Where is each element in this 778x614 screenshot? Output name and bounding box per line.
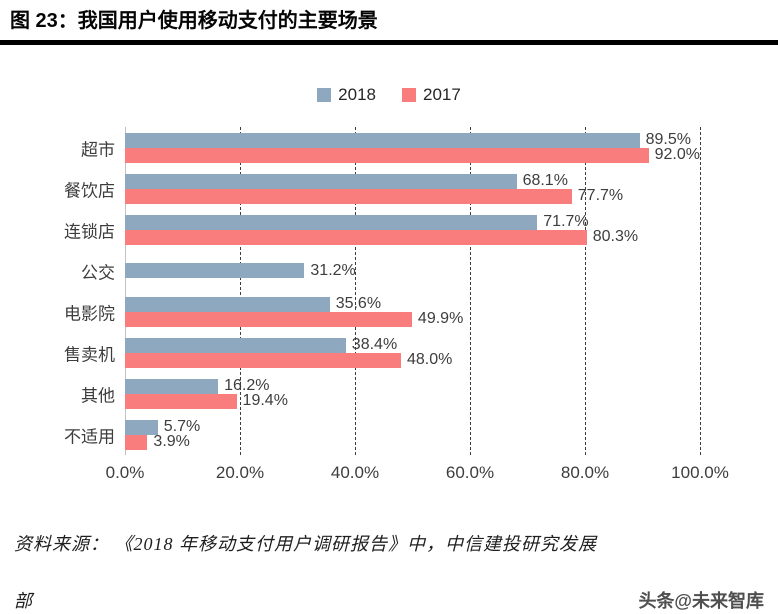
bar-value-label: 80.3%: [592, 228, 639, 245]
chart-row: 其他 16.2% 19.4%: [81, 373, 700, 414]
bar-2017: [125, 393, 237, 409]
chart-row: 不适用 5.7% 3.9%: [64, 414, 700, 455]
bar-2017: [125, 147, 649, 163]
source-row-2: 部 头条@未来智库: [14, 587, 764, 614]
source-line-1: 资料来源： 《2018 年移动支付用户调研报告》中，中信建投研究发展: [14, 534, 597, 554]
bar-value-label: 19.4%: [242, 392, 288, 409]
bar-2018: [125, 173, 517, 189]
x-tick-label: 60.0%: [445, 463, 495, 482]
watermark: 头条@未来智库: [638, 591, 764, 611]
chart-row: 售卖机 38.4% 48.0%: [64, 332, 700, 373]
bar-line: 38.4%: [125, 336, 700, 353]
category-label: 售卖机: [64, 345, 115, 364]
bar-value-label: 31.2%: [310, 261, 356, 279]
bar-line: 19.4%: [125, 392, 700, 409]
x-tick-label: 0.0%: [105, 463, 145, 482]
y-axis-line: [125, 127, 126, 455]
category-label: 餐饮店: [64, 181, 115, 200]
bar-value-label: 48.0%: [407, 351, 453, 368]
bar-line: 49.9%: [125, 310, 700, 327]
x-tick-label: 20.0%: [215, 463, 265, 482]
chart-row: 超市 89.5% 92.0%: [81, 127, 700, 168]
bar-value-label: 49.9%: [417, 310, 464, 327]
bar-line: 31.2%: [125, 261, 700, 279]
plot-area: 超市 89.5% 92.0% 餐饮店 68.1% 77.7% 连锁店 71.7% 80.3% 公交…: [64, 127, 701, 455]
figure-title: 图 23：我国用户使用移动支付的主要场景: [10, 10, 378, 32]
bar-2018: [125, 214, 538, 230]
category-label: 公交: [81, 263, 115, 282]
bar-value-label: 77.7%: [577, 187, 624, 204]
category-label: 电影院: [64, 304, 115, 323]
title-divider: [0, 40, 778, 45]
chart-row: 电影院 35.6% 49.9%: [64, 291, 700, 332]
legend-item-2017: 2017: [402, 85, 461, 105]
category-label: 不适用: [64, 427, 115, 446]
bar-value-label: 71.7%: [543, 213, 589, 230]
chart-legend: 2018 2017: [0, 85, 778, 105]
bar-line: 68.1%: [125, 172, 700, 189]
bar-2018: [125, 132, 640, 148]
gridline: [355, 127, 356, 455]
legend-item-2018: 2018: [317, 85, 376, 105]
bar-line: 92.0%: [125, 146, 700, 163]
gridline: [240, 127, 241, 455]
bar-line: 5.7%: [125, 418, 700, 435]
bar-value-label: 35.6%: [335, 295, 382, 312]
bar-chart: 超市 89.5% 92.0% 餐饮店 68.1% 77.7% 连锁店 71.7% 80.3% 公交…: [0, 127, 778, 487]
bar-line: 77.7%: [125, 187, 700, 204]
bar-2018: [125, 296, 330, 312]
bar-line: 35.6%: [125, 295, 700, 312]
legend-swatch: [317, 88, 332, 102]
bar-line: 16.2%: [125, 377, 700, 394]
bar-2017: [125, 434, 148, 450]
gridline: [585, 127, 586, 455]
legend-label: 2017: [423, 85, 461, 104]
bar-value-label: 5.7%: [163, 418, 201, 435]
bar-value-label: 38.4%: [351, 336, 398, 353]
figure-header: 图 23：我国用户使用移动支付的主要场景: [0, 0, 778, 45]
gridline: [700, 127, 701, 455]
bar-2017: [125, 188, 572, 204]
source-line-2: 部: [14, 591, 33, 611]
chart-rows: 超市 89.5% 92.0% 餐饮店 68.1% 77.7% 连锁店 71.7% 80.3% 公交…: [64, 127, 700, 455]
gridlines: [125, 127, 701, 455]
bar-2018: [125, 337, 346, 353]
bar-value-label: 89.5%: [645, 131, 691, 148]
bar-line: 80.3%: [125, 228, 700, 245]
chart-row: 餐饮店 68.1% 77.7%: [64, 168, 700, 209]
bar-line: 89.5%: [125, 131, 700, 148]
bar-value-label: 16.2%: [224, 377, 270, 394]
bar-value-label: 3.9%: [153, 433, 190, 450]
gridline: [470, 127, 471, 455]
chart-row: 连锁店 71.7% 80.3%: [64, 209, 700, 250]
bar-value-label: 92.0%: [654, 146, 700, 163]
legend-swatch: [402, 88, 416, 102]
category-label: 超市: [81, 140, 115, 159]
bar-line: 3.9%: [125, 433, 700, 450]
x-tick-label: 80.0%: [560, 463, 610, 482]
bar-value-label: 68.1%: [522, 172, 568, 189]
bar-2018: [125, 378, 219, 394]
bar-2017: [125, 311, 412, 327]
category-label: 其他: [81, 386, 115, 405]
x-tick-label: 40.0%: [330, 463, 380, 482]
bar-line: 48.0%: [125, 351, 700, 368]
category-label: 连锁店: [64, 222, 115, 241]
x-tick-label: 100.0%: [671, 463, 729, 482]
legend-label: 2018: [338, 85, 376, 104]
bar-2018: [125, 263, 305, 278]
chart-row: 公交 31.2%: [81, 250, 700, 291]
bar-2017: [125, 229, 587, 245]
bar-line: 71.7%: [125, 213, 700, 230]
bar-2018: [125, 419, 158, 435]
bar-2017: [125, 352, 401, 368]
x-axis: 0.0% 20.0% 40.0% 60.0% 80.0% 100.0%: [106, 455, 729, 487]
source-note: 资料来源： 《2018 年移动支付用户调研报告》中，中信建投研究发展 部 头条@…: [0, 531, 778, 614]
